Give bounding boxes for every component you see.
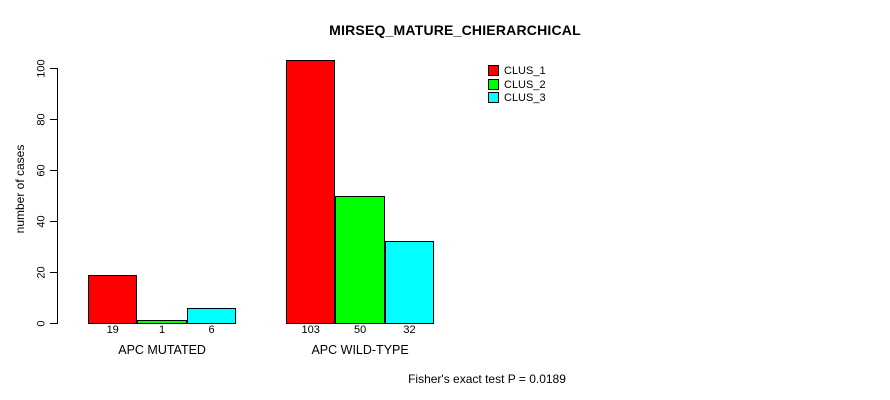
y-tick-label: 80 (35, 112, 48, 126)
y-tick-label: 100 (35, 58, 48, 78)
y-axis-tick (50, 170, 57, 171)
y-axis-tick (50, 221, 57, 222)
y-axis-tick (50, 272, 57, 273)
bar (186, 308, 237, 324)
y-tick-label: 60 (35, 163, 48, 177)
chart-title: MIRSEQ_MATURE_CHIERARCHICAL (329, 22, 581, 38)
x-category-label: APC MUTATED (118, 343, 206, 357)
y-axis-line (57, 68, 58, 324)
y-tick-label: 20 (35, 265, 48, 279)
legend-swatch (488, 65, 499, 76)
bar-value-label: 19 (106, 324, 119, 336)
legend-swatch (488, 78, 499, 90)
y-axis-tick (50, 68, 57, 69)
legend-swatch (488, 92, 499, 104)
bar (335, 196, 385, 324)
legend-item-label: CLUS_1 (504, 65, 546, 77)
legend-item-label: CLUS_2 (504, 78, 546, 91)
bar (384, 241, 435, 324)
bar (88, 275, 138, 324)
x-category-label: APC WILD-TYPE (311, 343, 409, 357)
bar-value-label: 103 (301, 324, 320, 336)
bar-value-label: 1 (159, 324, 166, 336)
bar-value-label: 6 (208, 324, 215, 336)
y-tick-label: 40 (35, 214, 48, 228)
bar (286, 60, 336, 324)
bar (137, 320, 187, 324)
bar-value-label: 32 (403, 324, 416, 336)
bar-value-label: 50 (353, 324, 367, 336)
y-axis-tick (50, 119, 57, 120)
annotation-text: Fisher's exact test P = 0.0189 (408, 372, 566, 386)
legend-item-label: CLUS_3 (504, 92, 546, 105)
y-axis-tick (50, 323, 57, 324)
y-tick-label: 0 (35, 319, 48, 327)
